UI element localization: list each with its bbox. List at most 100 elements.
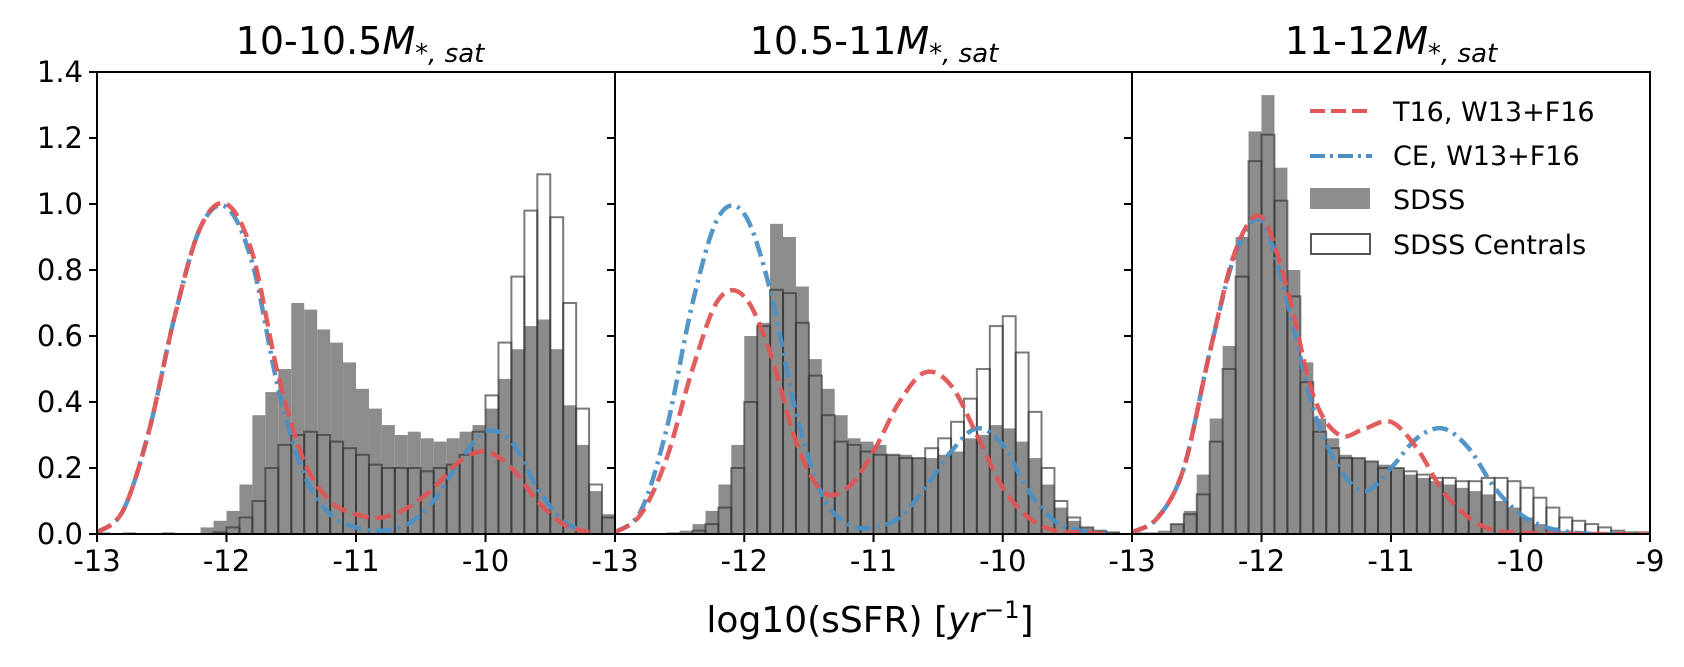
x-tick-label: -10 [979,544,1026,578]
sdss-bar [1235,237,1249,534]
sdss-bar [1183,510,1197,534]
sdss-bar [291,303,305,534]
sdss-bar [1533,524,1547,534]
sdss-bar [550,349,564,534]
sdss-bar [718,484,732,534]
x-axis-label: log10(sSFR) [yr−1] [706,596,1033,641]
sdss-bar [1481,494,1495,534]
sdss-bar [899,454,913,534]
sdss-bar [563,405,577,534]
sdss-bar [459,431,473,534]
panel-2-title: 10.5-11M*, sat [750,19,999,69]
sdss-bar [1222,345,1236,534]
sdss-bar [744,336,758,534]
sdss-bar [1196,474,1210,534]
panel-1-title: 10-10.5M*, sat [236,19,485,69]
x-tick-label: -11 [850,544,897,578]
sdss-bar [963,438,977,534]
sdss-bar [239,484,253,534]
panel-3-title: 11-12M*, sat [1285,19,1498,69]
sdss-centrals-bar [588,483,604,534]
y-tick-label: 1.0 [37,187,83,221]
sdss-bar [226,510,240,534]
sdss-bar [511,349,525,534]
sdss-bar [808,359,822,534]
sdss-bar [1015,441,1029,534]
sdss-bar [304,309,318,534]
sdss-bar [589,491,603,534]
legend: T16, W13+F16 CE, W13+F16 SDSS SDSS Centr… [1310,97,1595,261]
sdss-bar [1416,477,1430,534]
sdss-bar [1468,491,1482,534]
sdss-bar [498,378,512,534]
x-tick-label: -10 [462,544,509,578]
x-tick-label: -12 [1238,544,1285,578]
x-tick-label: -11 [332,544,379,578]
sdss-bar [200,527,214,534]
y-tick-label: 0.0 [37,517,83,551]
sdss-bar [1559,530,1573,534]
sdss-bar [433,441,447,534]
sdss-bar [1313,418,1327,534]
sdss-bar [692,524,706,534]
t16-curve [615,287,1107,534]
t16-curve [97,200,590,534]
panel-1-plot: 0.0 0.2 0.4 0.6 0.8 1.0 1.2 1.4 -13 -12 -11 -10 [37,55,616,578]
sdss-bar [1352,458,1366,534]
sdss-bar [317,329,331,534]
sdss-bar [485,408,499,534]
sdss-bar [731,444,745,534]
sdss-bar [1494,501,1508,534]
sdss-bar [446,438,460,534]
y-tick-label: 1.4 [37,55,83,89]
sdss-bar [252,415,266,534]
sdss-bar [1429,481,1443,534]
sdss-bar [1391,468,1404,534]
panel-2-plot: -13 -12 -11 -10 [591,71,1133,578]
sdss-bar [1170,524,1184,534]
sdss-bar [394,435,408,534]
y-tick-label: 0.8 [37,253,83,287]
sdss-bar [330,342,344,534]
sdss-bar [1002,428,1016,534]
sdss-bar [1339,454,1353,534]
sdss-bar [873,444,887,534]
sdss-bar [1028,458,1042,534]
legend-sdss-swatch [1310,188,1370,209]
y-tick-label: 1.2 [37,121,83,155]
sdss-bar [602,514,615,534]
sdss-bar [976,435,990,534]
sdss-bar [356,388,369,534]
sdss-bar [1261,95,1275,534]
x-tick-label: -13 [1108,544,1155,578]
x-tick-label: -10 [1497,544,1544,578]
t16-curve [1132,213,1650,534]
sdss-bar [1248,131,1262,534]
sdss-bar [757,322,771,534]
sdss-bar [821,388,835,534]
x-tick-label: -13 [591,544,638,578]
sdss-bar [951,451,964,534]
sdss-bar [407,431,421,534]
sdss-bar [1365,461,1379,534]
sdss-bar [847,438,861,534]
legend-ce-label: CE, W13+F16 [1393,141,1580,172]
sdss-bar [1442,484,1456,534]
sdss-bar [938,454,952,534]
sdss-bar [795,286,809,534]
legend-sdss-label: SDSS [1393,185,1465,216]
legend-centrals-label: SDSS Centrals [1393,230,1586,261]
panel-3-plot: -13 -12 -11 -10 -9 [1108,71,1665,578]
legend-centrals-swatch [1310,233,1371,255]
sdss-bar [1209,418,1223,534]
y-tick-label: 0.4 [37,385,83,419]
x-tick-label: -9 [1636,544,1665,578]
y-tick-label: 0.6 [37,319,83,353]
sdss-bar [886,454,900,534]
sdss-bar [705,510,719,534]
sdss-bar [1403,474,1417,534]
x-tick-label: -12 [203,544,250,578]
sdss-centrals-bar [1066,516,1082,534]
sdss-bar [381,425,395,534]
